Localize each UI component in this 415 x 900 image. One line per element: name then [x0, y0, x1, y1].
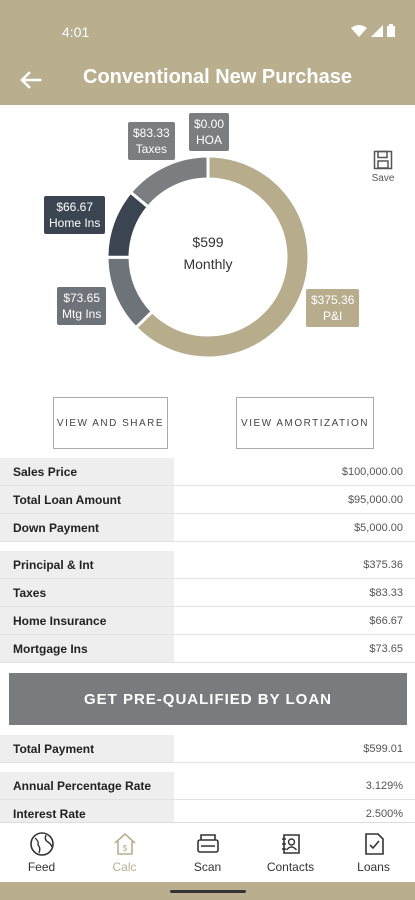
donut-slice-taxes — [128, 154, 210, 210]
donut-svg: $599 Monthly — [105, 154, 311, 360]
status-icons — [351, 24, 395, 37]
gesture-bar — [0, 882, 415, 900]
status-bar: 4:01 — [0, 0, 415, 60]
row-value: $66.67 — [369, 614, 403, 627]
center-label: Monthly — [183, 256, 232, 272]
nav-item-contacts[interactable]: Contacts — [249, 823, 332, 882]
slice-label-hoa: $0.00 HOA — [189, 113, 230, 151]
signal-icon — [371, 24, 383, 37]
pi-amount: $375.36 — [311, 293, 355, 307]
row-label: Down Payment — [0, 514, 174, 541]
row-value: $375.36 — [363, 558, 403, 571]
mtg-ins-label: Mtg Ins — [62, 307, 102, 321]
row-label: Total Loan Amount — [0, 486, 174, 513]
row-label: Mortgage Ins — [0, 635, 174, 662]
home-gesture-handle[interactable] — [170, 890, 246, 893]
back-arrow-icon[interactable] — [16, 66, 46, 94]
page-title: Conventional New Purchase — [83, 66, 352, 88]
row-value: $73.65 — [369, 642, 403, 655]
floppy-disk-icon — [373, 150, 393, 170]
total-payment-table: Total Payment $599.01 — [0, 735, 415, 763]
row-value: 2.500% — [365, 807, 403, 820]
slice-label-taxes: $83.33 Taxes — [128, 122, 175, 160]
app-bar: Conventional New Purchase — [0, 60, 415, 105]
nav-item-loans[interactable]: Loans — [332, 823, 415, 882]
donut-slice-mtg-ins — [105, 255, 155, 330]
save-button[interactable]: Save — [367, 150, 399, 190]
row-label: Annual Percentage Rate — [0, 772, 174, 799]
home-ins-label: Home Ins — [49, 216, 101, 230]
hoa-label: HOA — [196, 133, 223, 147]
battery-icon — [387, 24, 395, 37]
row-value: $5,000.00 — [354, 521, 403, 534]
taxes-amount: $83.33 — [133, 126, 170, 140]
save-label: Save — [371, 173, 395, 184]
table-row: Principal & Int $375.36 — [0, 551, 415, 579]
payment-donut-chart: $599 Monthly $0.00 HOA $83.33 Taxes $66.… — [0, 105, 415, 385]
view-and-share-button[interactable]: VIEW AND SHARE — [53, 397, 168, 449]
loan-summary-table: Sales Price $100,000.00 Total Loan Amount… — [0, 458, 415, 542]
bottom-nav: Feed $ Calc Scan Contacts Loans — [0, 822, 415, 882]
contacts-icon — [281, 834, 300, 854]
row-label: Taxes — [0, 579, 174, 606]
row-label: Home Insurance — [0, 607, 174, 634]
donut-slice-p-i — [133, 154, 311, 360]
hoa-amount: $0.00 — [194, 117, 225, 131]
table-row: Taxes $83.33 — [0, 579, 415, 607]
row-value: 3.129% — [365, 779, 403, 792]
rates-table: Annual Percentage Rate 3.129% Interest Ra… — [0, 772, 415, 828]
table-row: Down Payment $5,000.00 — [0, 514, 415, 542]
table-row: Home Insurance $66.67 — [0, 607, 415, 635]
nav-item-scan[interactable]: Scan — [166, 823, 249, 882]
row-value: $100,000.00 — [341, 465, 403, 478]
nav-label: Scan — [193, 860, 222, 874]
nav-label: Contacts — [266, 860, 315, 874]
status-time: 4:01 — [62, 24, 90, 40]
nav-label: Calc — [112, 860, 137, 874]
globe-icon — [29, 832, 54, 856]
slice-label-pi: $375.36 P&I — [306, 289, 360, 327]
nav-item-calc[interactable]: $ Calc — [83, 823, 166, 882]
get-pre-qualified-button[interactable]: GET PRE-QUALIFIED BY LOAN — [9, 673, 407, 725]
mtg-ins-amount: $73.65 — [63, 291, 101, 305]
table-row: Total Loan Amount $95,000.00 — [0, 486, 415, 514]
home-ins-amount: $66.67 — [56, 200, 94, 214]
row-label: Sales Price — [0, 458, 174, 485]
view-amortization-button[interactable]: VIEW AMORTIZATION — [236, 397, 374, 449]
nav-label: Feed — [27, 860, 56, 874]
loan-document-icon — [364, 833, 384, 855]
payment-breakdown-table: Principal & Int $375.36 Taxes $83.33 Home … — [0, 551, 415, 663]
scanner-icon — [196, 834, 219, 853]
row-label: Principal & Int — [0, 551, 174, 578]
table-row: Total Payment $599.01 — [0, 735, 415, 763]
home-calc-icon: $ — [113, 832, 136, 855]
pi-label: P&I — [323, 309, 343, 323]
table-row: Annual Percentage Rate 3.129% — [0, 772, 415, 800]
slice-label-mtg-ins: $73.65 Mtg Ins — [57, 287, 107, 325]
slice-label-home-ins: $66.67 Home Ins — [44, 196, 106, 234]
taxes-label: Taxes — [135, 142, 168, 156]
nav-label: Loans — [357, 860, 390, 874]
center-amount: $599 — [192, 234, 223, 250]
row-value: $95,000.00 — [347, 493, 403, 506]
row-value: $83.33 — [369, 586, 403, 599]
row-label: Total Payment — [0, 735, 174, 762]
row-value: $599.01 — [363, 742, 403, 755]
svg-text:$: $ — [122, 844, 127, 853]
nav-item-feed[interactable]: Feed — [0, 823, 83, 882]
table-row: Sales Price $100,000.00 — [0, 458, 415, 486]
wifi-icon — [351, 24, 367, 37]
table-row: Mortgage Ins $73.65 — [0, 635, 415, 663]
